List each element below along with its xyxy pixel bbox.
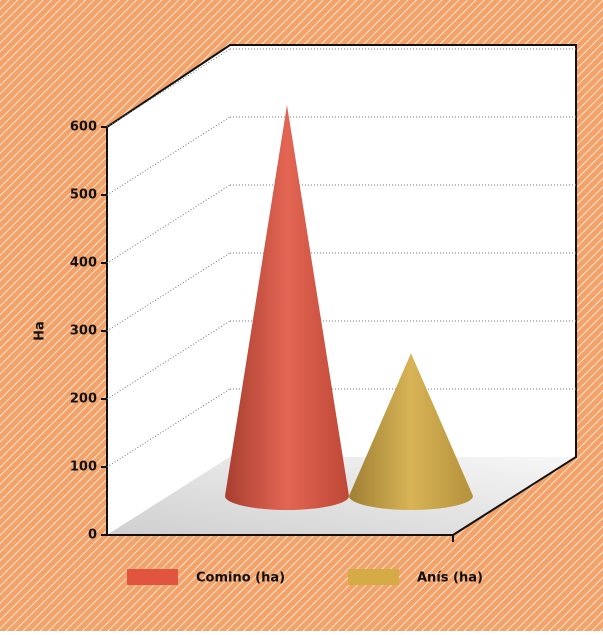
y-tick-label: 300 — [70, 324, 97, 339]
y-tick-label: 500 — [70, 188, 97, 203]
grid-line — [106, 184, 231, 264]
grid-line — [106, 48, 231, 128]
grid-line — [106, 116, 231, 196]
grid-line — [106, 388, 231, 468]
side-wall — [107, 45, 230, 535]
frame — [106, 44, 577, 536]
legend-label: Comino (ha) — [196, 571, 285, 586]
grid-line — [106, 252, 231, 332]
y-tick-label: 0 — [88, 528, 97, 543]
cone — [349, 353, 473, 510]
legend-label: Anís (ha) — [417, 571, 483, 586]
y-tick-label: 600 — [70, 120, 97, 135]
legend-swatch — [348, 569, 399, 585]
y-tick-label: 100 — [70, 460, 97, 475]
y-tick-label: 400 — [70, 256, 97, 271]
y-tick-label: 200 — [70, 392, 97, 407]
legend-swatch — [127, 569, 178, 585]
cone — [225, 105, 349, 510]
grid-line — [106, 320, 231, 400]
y-axis-title: Ha — [33, 321, 48, 341]
